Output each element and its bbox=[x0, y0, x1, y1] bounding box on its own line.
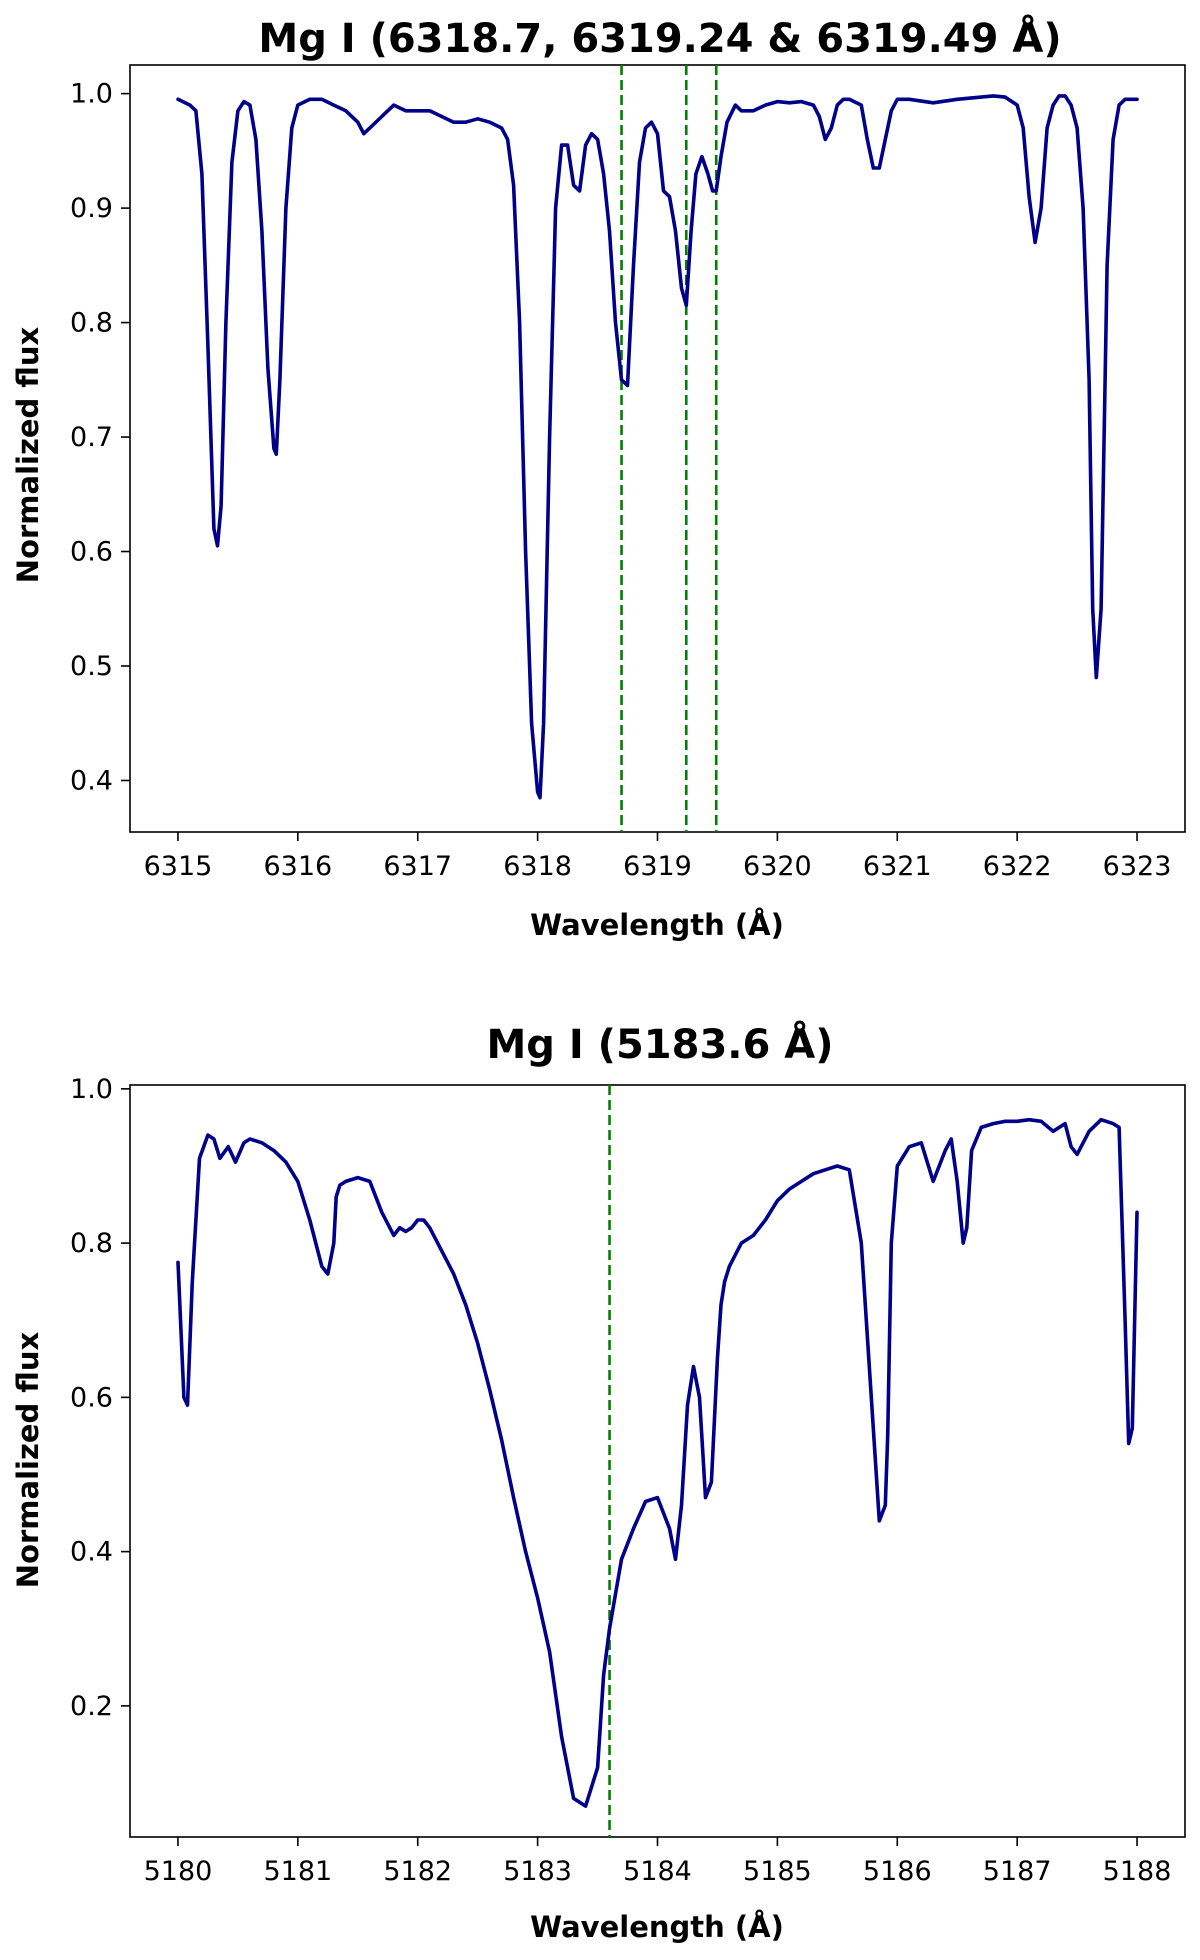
chart-title-bottom: Mg I (5183.6 Å) bbox=[487, 1019, 834, 1068]
y-tick-label-top: 0.6 bbox=[70, 537, 113, 568]
x-tick-label-bottom: 5184 bbox=[623, 1856, 692, 1887]
line-markers-top bbox=[620, 65, 718, 832]
y-tick-label-top: 0.8 bbox=[70, 308, 113, 339]
plot-frame-bottom bbox=[129, 1084, 1186, 1838]
x-tick-label-top: 6318 bbox=[503, 851, 572, 882]
x-tick-label-top: 6322 bbox=[983, 851, 1052, 882]
chart-title-top: Mg I (6318.7, 6319.24 & 6319.49 Å) bbox=[258, 13, 1061, 62]
x-axis-label-top: Wavelength (Å) bbox=[530, 908, 784, 942]
x-tick-label-top: 6321 bbox=[863, 851, 932, 882]
x-tick-label-top: 6320 bbox=[743, 851, 812, 882]
x-tick-label-bottom: 5181 bbox=[263, 1856, 332, 1887]
ticks-top bbox=[121, 92, 1138, 841]
x-tick-label-bottom: 5188 bbox=[1103, 1856, 1172, 1887]
tick-labels-bottom: 5180 5181 5182 5183 5184 5185 5186 5187 5188 0.2 0… bbox=[70, 1074, 1171, 1887]
tick-labels-top: 6315 6316 6317 6318 6319 6320 6321 6322 6323 0.4 0… bbox=[70, 79, 1171, 882]
x-tick-label-top: 6319 bbox=[623, 851, 692, 882]
x-tick-label-top: 6317 bbox=[383, 851, 452, 882]
x-tick-label-top: 6323 bbox=[1103, 851, 1172, 882]
y-tick-label-top: 1.0 bbox=[70, 79, 113, 110]
y-tick-label-top: 0.4 bbox=[70, 765, 113, 796]
y-axis-label-bottom: Normalized flux bbox=[11, 1332, 45, 1589]
x-tick-label-bottom: 5180 bbox=[144, 1856, 213, 1887]
x-tick-label-bottom: 5185 bbox=[743, 1856, 812, 1887]
chart-panel-top: Mg I (6318.7, 6319.24 & 6319.49 Å) 6315 6… bbox=[11, 13, 1186, 942]
y-tick-label-top: 0.7 bbox=[70, 422, 113, 453]
y-tick-label-bottom: 0.4 bbox=[70, 1537, 113, 1568]
x-axis-label-bottom: Wavelength (Å) bbox=[530, 1910, 784, 1944]
x-tick-label-top: 6316 bbox=[263, 851, 332, 882]
chart-panel-bottom: Mg I (5183.6 Å) 5180 5181 5182 5183 5184 5185… bbox=[11, 1019, 1186, 1944]
x-tick-label-bottom: 5187 bbox=[983, 1856, 1052, 1887]
y-tick-label-bottom: 0.6 bbox=[70, 1382, 113, 1413]
y-tick-label-top: 0.9 bbox=[70, 193, 113, 224]
flux-series-bottom bbox=[176, 1117, 1139, 1808]
x-tick-label-bottom: 5183 bbox=[503, 1856, 572, 1887]
y-tick-label-top: 0.5 bbox=[70, 651, 113, 682]
x-tick-label-bottom: 5186 bbox=[863, 1856, 932, 1887]
y-tick-label-bottom: 1.0 bbox=[70, 1074, 113, 1105]
x-tick-label-bottom: 5182 bbox=[383, 1856, 452, 1887]
y-axis-label-top: Normalized flux bbox=[11, 327, 45, 584]
flux-series-top bbox=[176, 94, 1139, 800]
x-tick-label-top: 6315 bbox=[144, 851, 213, 882]
y-tick-label-bottom: 0.8 bbox=[70, 1228, 113, 1259]
ticks-bottom bbox=[121, 1088, 1138, 1846]
y-tick-label-bottom: 0.2 bbox=[70, 1691, 113, 1722]
